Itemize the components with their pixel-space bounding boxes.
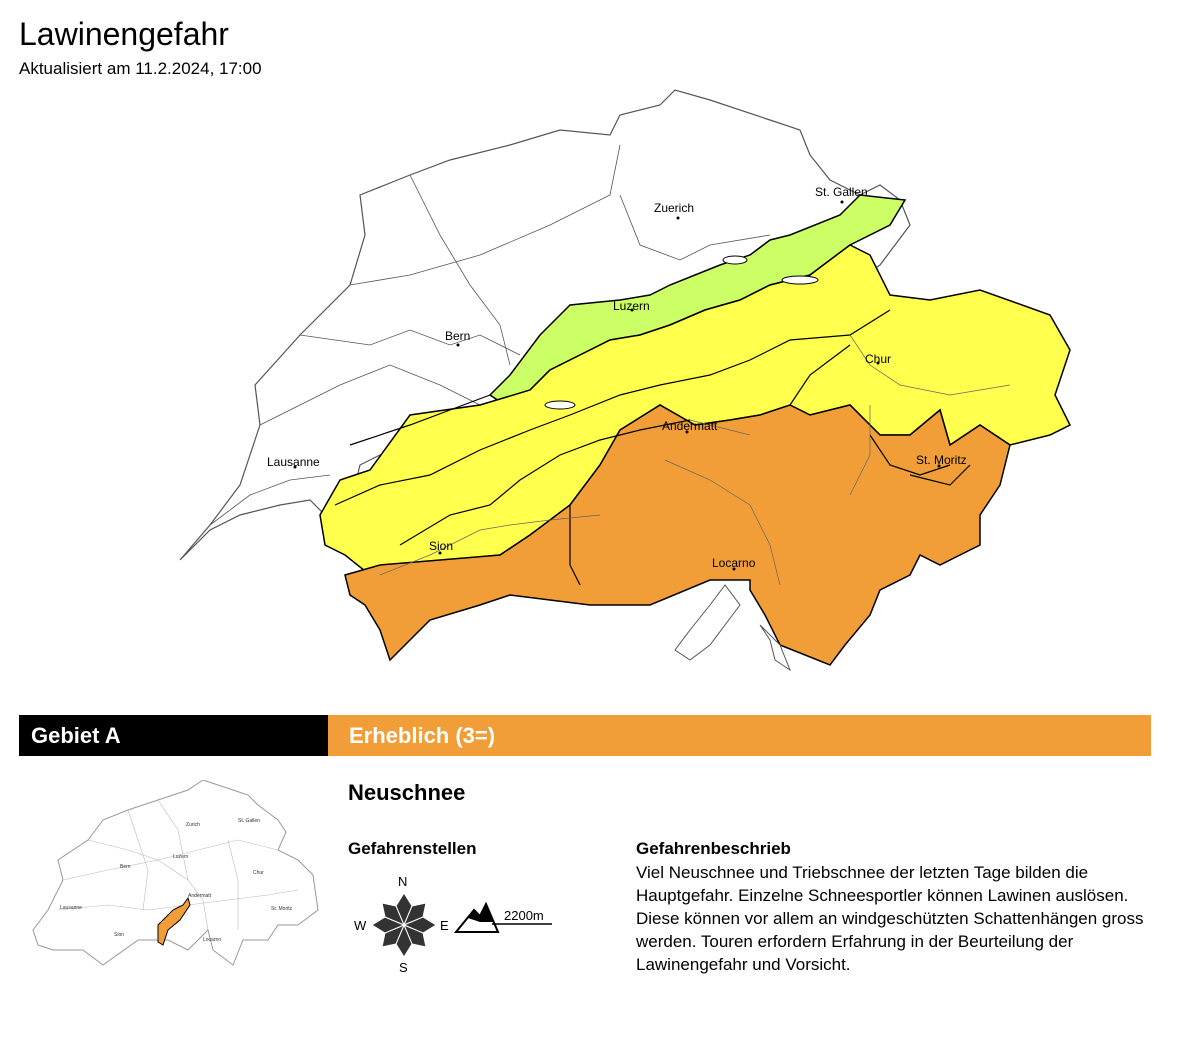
danger-zone-orange [344, 404, 1011, 666]
svg-text:St. Gallen: St. Gallen [238, 818, 260, 824]
city-label-st-moritz: St. Moritz [916, 453, 967, 467]
danger-map: St. Gallen Zuerich Luzern Bern Chur Ande… [179, 89, 1072, 672]
city-label-locarno: Locarno [712, 556, 756, 570]
danger-description: Viel Neuschnee und Triebschnee der letzt… [636, 863, 1144, 974]
update-timestamp: Aktualisiert am 11.2.2024, 17:00 [19, 59, 262, 78]
mini-country-outline [32, 780, 319, 966]
svg-text:W: W [354, 918, 367, 933]
page-title: Lawinengefahr [19, 16, 229, 52]
region-locator-map: St. Gallen Zurich Luzern Bern Chur Ander… [32, 780, 319, 966]
city-label-st-gallen: St. Gallen [815, 185, 868, 199]
svg-text:Lausanne: Lausanne [60, 905, 82, 911]
city-label-andermatt: Andermatt [662, 419, 718, 433]
lake-maggiore [674, 584, 741, 661]
country-outline [179, 89, 911, 561]
svg-text:Locarno: Locarno [203, 937, 221, 943]
svg-text:E: E [440, 918, 449, 933]
gefahrenstellen-heading: Gefahrenstellen [348, 839, 477, 858]
city-label-zuerich: Zuerich [654, 201, 694, 215]
danger-region-borders [334, 309, 971, 586]
avalanche-problem-title: Neuschnee [348, 780, 466, 805]
region-name-bar: Gebiet A [19, 715, 328, 756]
svg-text:Chur: Chur [253, 870, 264, 876]
svg-text:Luzern: Luzern [173, 854, 189, 860]
danger-level-bar: Erheblich (3=) [328, 715, 1151, 756]
city-label-sion: Sion [429, 539, 453, 553]
gefahrenbeschrieb-heading: Gefahrenbeschrieb [636, 839, 791, 858]
lake-zuerich [722, 255, 748, 265]
mini-highlighted-region [157, 896, 191, 946]
lake-lugano [759, 624, 792, 672]
mini-city-labels: St. Gallen Zurich Luzern Bern Chur Ander… [60, 818, 293, 943]
svg-text:S: S [399, 960, 408, 975]
elevation-label: 2200m [504, 908, 544, 923]
lake-walensee [781, 275, 819, 285]
svg-text:Bern: Bern [120, 864, 131, 870]
rivers [379, 334, 1011, 586]
aspect-compass-icon: N W E S [354, 874, 449, 975]
elevation-mountain-icon: 2200m [453, 901, 552, 933]
svg-text:Zurich: Zurich [186, 822, 200, 828]
city-label-luzern: Luzern [613, 299, 650, 313]
svg-text:Andermatt: Andermatt [188, 893, 212, 899]
city-label-chur: Chur [865, 352, 891, 366]
compass-sectors [371, 892, 437, 958]
svg-text:St. Moritz: St. Moritz [271, 906, 293, 912]
lake-brienz [544, 400, 576, 410]
city-label-bern: Bern [445, 329, 470, 343]
city-markers: St. Gallen Zuerich Luzern Bern Chur Ande… [267, 185, 967, 571]
svg-text:N: N [398, 874, 407, 889]
city-label-lausanne: Lausanne [267, 455, 320, 469]
svg-text:Sion: Sion [114, 932, 124, 938]
region-borders [209, 144, 771, 526]
